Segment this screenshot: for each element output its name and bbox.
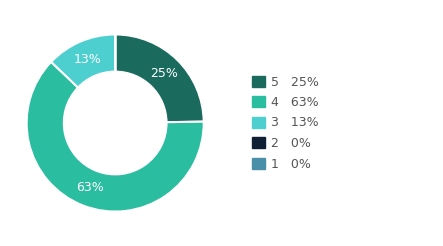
Text: 13%: 13% xyxy=(74,53,102,66)
Text: 63%: 63% xyxy=(76,181,104,194)
Legend: 5   25%, 4   63%, 3   13%, 2   0%, 1   0%: 5 25%, 4 63%, 3 13%, 2 0%, 1 0% xyxy=(250,73,322,173)
Wedge shape xyxy=(51,34,115,88)
Wedge shape xyxy=(115,34,204,122)
Text: 25%: 25% xyxy=(150,67,178,80)
Wedge shape xyxy=(27,62,204,212)
